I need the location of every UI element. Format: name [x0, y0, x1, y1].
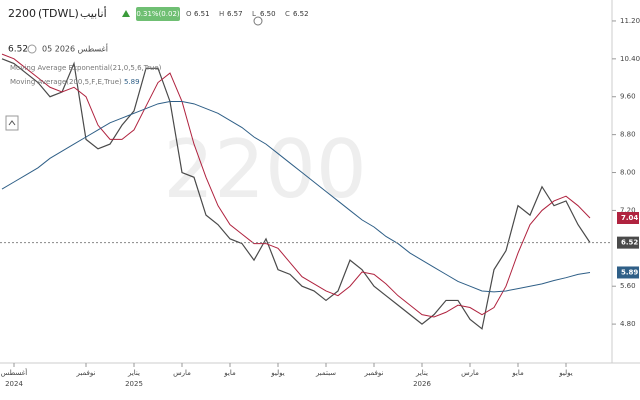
ohlc-value: 6.50 — [260, 10, 276, 18]
y-tick-label: 8.00 — [620, 169, 636, 177]
ohlc-value: 6.51 — [194, 10, 210, 18]
up-arrow — [122, 10, 130, 17]
x-tick-year: 2025 — [125, 380, 143, 388]
settings-icon[interactable] — [253, 16, 263, 26]
last-value-label: 5.89 — [621, 268, 638, 276]
last-value-bg — [617, 212, 639, 224]
y-tick-label: 4.80 — [620, 320, 636, 328]
watermark: 2200 — [163, 123, 367, 216]
clock-icon — [27, 44, 37, 54]
ohlc: O 6.51 H 6.57 L 6.50 C 6.52 — [186, 10, 309, 18]
y-tick-label: 11.20 — [620, 17, 640, 25]
x-tick-label: سبتمبر — [315, 369, 336, 377]
ohlc-label: O — [186, 10, 192, 18]
last-value-label: 7.04 — [621, 214, 638, 222]
legend-entry: Moving Average Exponential(21,0,5,6,True… — [10, 64, 162, 72]
x-tick-label: نوفمبر — [364, 369, 384, 377]
ohlc-value: 6.52 — [293, 10, 309, 18]
ohlc-label: C — [285, 10, 290, 18]
x-tick-label: أغسطس — [1, 368, 28, 377]
x-tick-label: مايو — [223, 369, 236, 377]
x-tick-label: نوفمبر — [76, 369, 96, 377]
x-tick-year: 2024 — [5, 380, 23, 388]
x-tick-year: 2026 — [413, 380, 431, 388]
x-tick-label: يناير — [415, 369, 428, 377]
legend-value: 5.89 — [124, 78, 140, 86]
symbol-exchange: (TDWL) — [38, 7, 79, 20]
y-tick-label: 7.20 — [620, 206, 636, 214]
x-tick-label: يوليو — [558, 369, 572, 377]
symbol-code: 2200 — [8, 7, 36, 20]
y-tick-label: 8.80 — [620, 131, 636, 139]
ohlc-label: L — [252, 10, 256, 18]
y-tick-label: 10.40 — [620, 55, 640, 63]
ma-line — [1, 53, 591, 318]
last-price: 6.52 — [8, 45, 28, 55]
x-tick-label: يناير — [127, 369, 140, 377]
collapse-button[interactable] — [5, 115, 19, 131]
ohlc-value: 6.57 — [227, 10, 243, 18]
x-tick-label: مايو — [511, 369, 524, 377]
y-tick-label: 9.60 — [620, 93, 636, 101]
legend-entry: Moving Average(200,5,F,E,True) — [10, 78, 122, 86]
ma-line — [1, 100, 591, 293]
x-tick-label: يوليو — [270, 369, 284, 377]
change-badge: 0.31%(0.02) — [136, 10, 180, 18]
collapse-icon — [8, 120, 16, 126]
change-badge-bg — [136, 7, 180, 21]
x-tick-label: مارس — [173, 369, 191, 377]
ohlc-label: H — [219, 10, 224, 18]
header: 2200 (TDWL) أنابيب 0.31%(0.02) O 6.51 H 6.5… — [5, 6, 309, 131]
last-value-bg — [617, 236, 639, 249]
y-tick-label: 5.60 — [620, 282, 636, 290]
x-tick-label: مارس — [461, 369, 479, 377]
price-line — [1, 58, 591, 330]
symbol-name: أنابيب — [80, 6, 107, 20]
last-value-label: 6.52 — [621, 239, 638, 247]
date: 05 2026 أغسطس — [42, 44, 108, 54]
last-value-bg — [617, 266, 639, 279]
